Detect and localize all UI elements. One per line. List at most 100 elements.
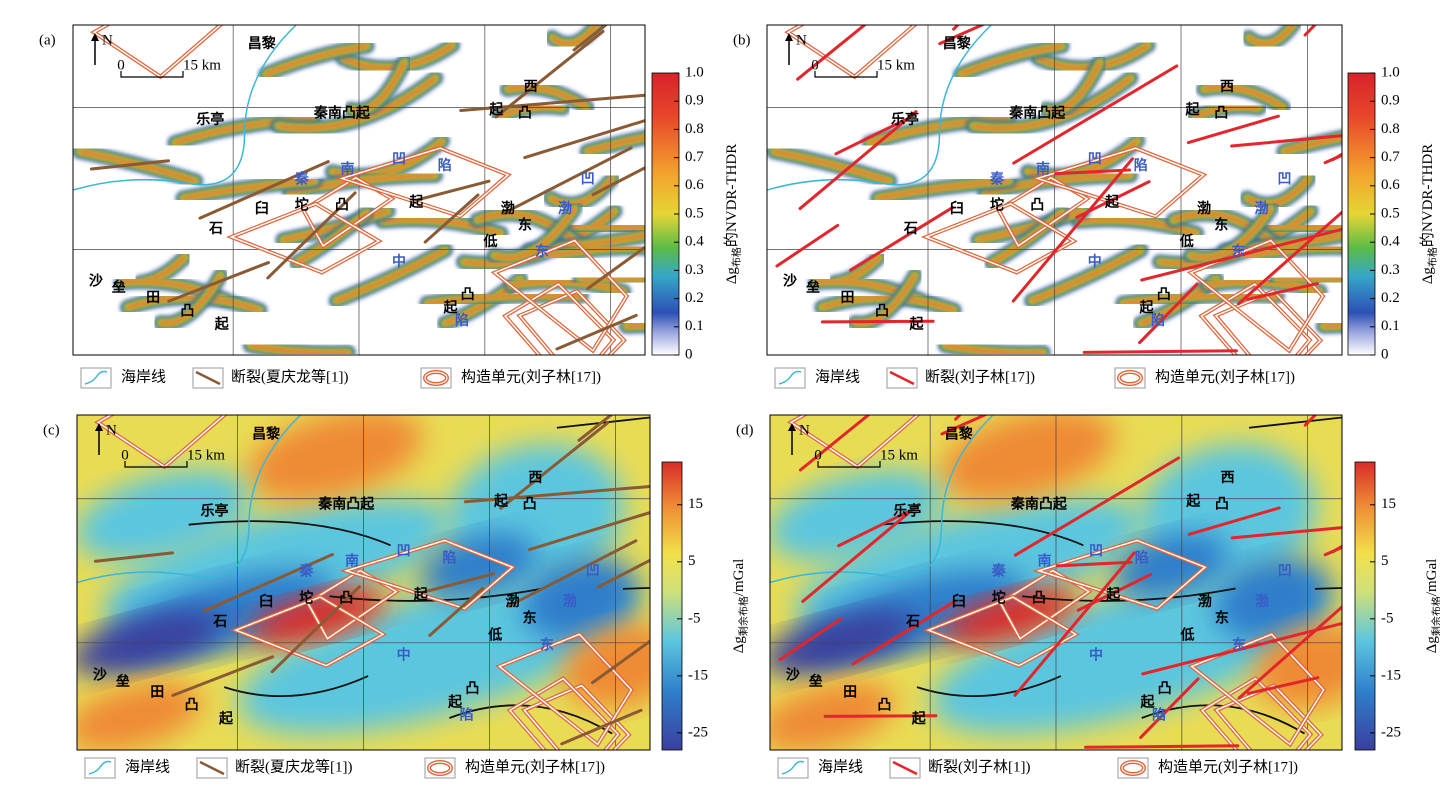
place-name: 起 xyxy=(1105,586,1121,603)
legend-label: 海岸线 xyxy=(815,368,860,385)
legend-icon xyxy=(892,760,918,776)
place-name: 凸 xyxy=(1030,198,1044,214)
tectonic-unit xyxy=(1036,539,1207,610)
place-name: 垒 xyxy=(809,673,823,690)
place-name: 凸 xyxy=(180,303,194,319)
place-name: 东 xyxy=(1214,217,1228,234)
zero-contour xyxy=(916,675,1062,698)
colorbar-tick-label: 0.2 xyxy=(1381,290,1400,306)
colorbar-tick-label: 0.3 xyxy=(685,262,704,278)
fault xyxy=(494,29,605,119)
colorbar-tick-label: -15 xyxy=(688,667,708,683)
fault xyxy=(798,415,871,472)
fault xyxy=(1084,744,1240,749)
place-name: 秦南凸起 xyxy=(313,104,371,121)
coastline xyxy=(73,25,297,191)
anomaly-area xyxy=(939,415,1115,501)
tectonic-unit xyxy=(96,415,226,468)
place-name: 东 xyxy=(540,636,554,653)
place-name: 凹 xyxy=(1088,152,1102,168)
place-name: 乐亭 xyxy=(196,111,224,128)
colorbar-title-sub: 剩余布格 xyxy=(1430,596,1440,636)
anomaly-band xyxy=(492,206,577,259)
place-name: 中 xyxy=(1089,646,1103,663)
legend-icon xyxy=(84,370,108,385)
zero-contour xyxy=(881,520,1084,547)
legend-label: 断裂(夏庆龙等[1]) xyxy=(231,367,348,385)
fault xyxy=(1082,349,1238,354)
fault xyxy=(1141,621,1342,676)
colorbar-title-sub: 布格 xyxy=(1426,247,1439,267)
scale-km: 15 km xyxy=(880,447,918,463)
anomaly-band xyxy=(578,276,645,281)
north-label: N xyxy=(796,32,807,48)
fault xyxy=(202,553,334,613)
fault xyxy=(167,261,270,303)
place-name: 起 xyxy=(413,586,429,603)
anomaly-area xyxy=(770,470,944,561)
place-name: 秦 xyxy=(294,170,310,187)
place-name: 秦 xyxy=(991,563,1007,580)
scale-km: 15 km xyxy=(183,57,221,73)
place-name: 凸 xyxy=(1032,590,1046,606)
anomaly-area xyxy=(1111,532,1229,599)
legend-icon xyxy=(88,760,112,775)
place-name: 渤 xyxy=(505,593,519,610)
legend-icon xyxy=(778,370,802,385)
place-name: 凸 xyxy=(1158,681,1172,697)
anomaly-band xyxy=(585,135,645,153)
fault xyxy=(1237,604,1342,700)
place-name: 陷 xyxy=(455,312,469,329)
tectonic-unit xyxy=(343,539,514,610)
legend-label: 断裂(刘子林[1]) xyxy=(928,758,1030,775)
fault xyxy=(820,319,935,324)
panel: 昌黎乐亭 秦南凸起石臼坨凸起沙 垒田凸起西凸起渤东低凸起秦南凹 陷中渤东凹陷(d) N0… xyxy=(736,414,1440,779)
anomaly-band xyxy=(181,179,317,200)
legend-label: 构造单元(刘子林[17]) xyxy=(465,758,605,775)
panel-label: (b) xyxy=(733,32,751,48)
anomaly-band xyxy=(380,218,503,235)
place-name: 渤 xyxy=(1198,593,1212,610)
fault xyxy=(1230,526,1342,540)
tectonic-unit xyxy=(306,569,398,640)
place-name: 秦南凸起 xyxy=(1010,496,1068,513)
place-name: 西 xyxy=(524,79,538,95)
colorbar-tick-label: 0.2 xyxy=(685,290,704,306)
place-name: 坨 xyxy=(299,589,313,606)
colorbar-tick-label: 0.5 xyxy=(685,205,704,221)
place-name: 陷 xyxy=(1134,157,1148,174)
tectonic-unit xyxy=(233,596,385,667)
colorbar-tick-label: -5 xyxy=(688,610,701,626)
fault xyxy=(93,551,174,563)
anomaly-band xyxy=(1188,206,1273,259)
legend-icon xyxy=(889,370,915,386)
place-name: 臼 xyxy=(255,200,269,217)
tectonic-unit xyxy=(789,415,919,468)
place-name: 臼 xyxy=(259,593,273,610)
anomaly-band xyxy=(545,246,645,259)
place-name: 凸 xyxy=(1157,287,1171,303)
fault xyxy=(1054,168,1131,176)
fault xyxy=(1237,210,1342,306)
colorbar-tick-label: 0 xyxy=(1381,346,1389,362)
fault xyxy=(572,25,609,52)
place-name: 东 xyxy=(1232,243,1246,260)
place-name: 起 xyxy=(488,101,504,118)
fault xyxy=(459,93,645,112)
scale-bar xyxy=(814,71,878,78)
anomaly-area xyxy=(1214,557,1333,641)
place-name: 渤 xyxy=(563,593,577,610)
fault xyxy=(591,639,650,685)
colorbar-title-symbol: Δg xyxy=(724,267,740,285)
place-name: 石 xyxy=(208,221,223,237)
legend-icon xyxy=(1121,761,1145,775)
tectonic-unit xyxy=(518,290,626,355)
place-name: 田 xyxy=(146,290,160,306)
anomaly-band xyxy=(1030,248,1143,303)
place-name: 石 xyxy=(905,614,920,630)
place-name: 凸 xyxy=(1215,497,1229,513)
anomaly-area xyxy=(522,557,641,641)
place-name: 渤 xyxy=(501,200,515,217)
anomaly-band xyxy=(276,76,438,130)
fault xyxy=(834,118,906,156)
